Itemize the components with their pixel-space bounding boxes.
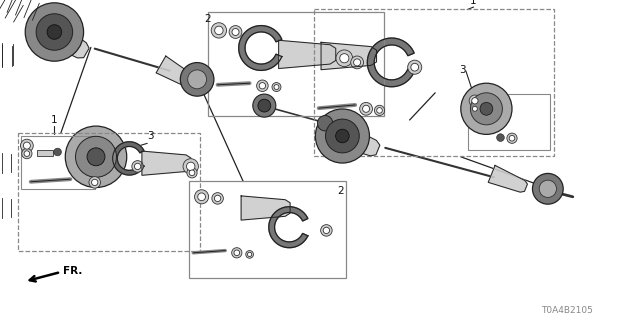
Circle shape [323, 227, 330, 234]
Text: T0A4B2105: T0A4B2105 [541, 306, 593, 315]
Circle shape [211, 23, 227, 38]
Circle shape [195, 190, 209, 204]
Circle shape [360, 102, 372, 115]
Polygon shape [142, 151, 191, 175]
Circle shape [472, 106, 477, 111]
Polygon shape [278, 40, 336, 68]
Circle shape [89, 177, 100, 188]
Circle shape [374, 105, 385, 116]
Circle shape [469, 95, 481, 107]
Circle shape [253, 94, 276, 117]
Circle shape [54, 148, 61, 156]
Text: 1: 1 [51, 115, 58, 125]
Bar [21, 136, 95, 189]
Circle shape [507, 133, 517, 143]
Circle shape [186, 162, 195, 171]
Circle shape [470, 104, 479, 113]
Circle shape [24, 142, 31, 149]
Circle shape [187, 168, 197, 178]
Bar [314, 9, 554, 156]
Text: 3: 3 [460, 65, 466, 75]
Circle shape [377, 108, 382, 113]
Circle shape [408, 60, 422, 74]
Circle shape [234, 250, 239, 256]
Bar [37, 150, 53, 156]
Polygon shape [241, 196, 290, 220]
Circle shape [20, 139, 33, 152]
Circle shape [336, 50, 353, 67]
Circle shape [480, 102, 493, 115]
Circle shape [246, 251, 253, 258]
Circle shape [214, 195, 221, 202]
Text: 2: 2 [205, 14, 211, 24]
Circle shape [189, 170, 195, 176]
Polygon shape [239, 26, 282, 70]
Circle shape [22, 148, 32, 159]
Polygon shape [321, 42, 376, 70]
Circle shape [472, 98, 478, 104]
Circle shape [232, 28, 239, 36]
Circle shape [87, 148, 105, 166]
Circle shape [258, 99, 271, 112]
Polygon shape [35, 16, 89, 58]
Circle shape [198, 193, 205, 201]
Circle shape [316, 109, 369, 163]
Circle shape [411, 63, 419, 71]
Circle shape [76, 136, 116, 177]
Circle shape [47, 25, 61, 39]
Circle shape [25, 3, 84, 61]
Circle shape [532, 173, 563, 204]
Circle shape [199, 194, 204, 199]
Circle shape [183, 159, 198, 174]
Circle shape [470, 93, 502, 125]
Circle shape [362, 105, 370, 112]
Circle shape [272, 83, 281, 92]
Polygon shape [113, 142, 144, 175]
Bar [468, 94, 550, 150]
Circle shape [321, 225, 332, 236]
Text: 2: 2 [337, 186, 344, 196]
Circle shape [180, 63, 214, 96]
Polygon shape [269, 207, 308, 248]
Bar [208, 12, 384, 116]
Circle shape [212, 193, 223, 204]
Text: 3: 3 [147, 132, 154, 141]
Circle shape [317, 116, 333, 131]
Circle shape [509, 135, 515, 141]
Circle shape [92, 179, 98, 186]
Circle shape [188, 70, 207, 89]
Circle shape [24, 151, 29, 156]
Circle shape [461, 83, 512, 134]
Polygon shape [328, 120, 380, 156]
Circle shape [335, 129, 349, 143]
Circle shape [132, 161, 143, 172]
Circle shape [326, 119, 359, 153]
Circle shape [248, 252, 252, 257]
Polygon shape [367, 38, 414, 87]
Bar [189, 181, 346, 278]
Circle shape [36, 14, 73, 50]
Text: FR.: FR. [63, 266, 82, 276]
Circle shape [65, 126, 127, 188]
Circle shape [274, 84, 279, 90]
Circle shape [232, 248, 242, 258]
Circle shape [354, 59, 361, 66]
Circle shape [216, 27, 222, 34]
Circle shape [257, 80, 268, 92]
Text: 1: 1 [470, 0, 477, 6]
Circle shape [340, 54, 349, 63]
Circle shape [497, 134, 504, 141]
Polygon shape [488, 165, 527, 192]
Circle shape [351, 56, 364, 69]
Bar [18, 133, 200, 251]
Circle shape [259, 83, 266, 89]
Polygon shape [156, 56, 197, 88]
Circle shape [229, 26, 242, 38]
Circle shape [540, 180, 557, 197]
Circle shape [134, 163, 141, 170]
Circle shape [214, 26, 223, 35]
